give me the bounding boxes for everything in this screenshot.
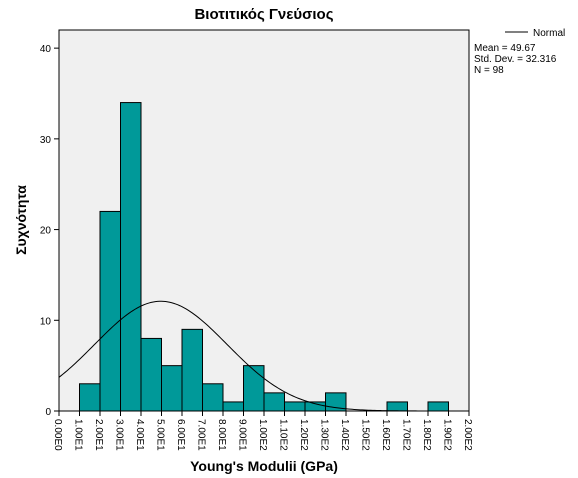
y-tick-label: 20 bbox=[40, 226, 52, 237]
legend-label: Normal bbox=[533, 28, 565, 39]
bars-group bbox=[79, 102, 449, 412]
x-tick-label: 1.50E2 bbox=[360, 419, 371, 451]
histogram-bar bbox=[120, 102, 142, 412]
x-axis-title: Young's Modulii (GPa) bbox=[190, 458, 338, 474]
stat-std-dev: Std. Dev. = 32.316 bbox=[474, 54, 557, 65]
y-tick-label: 40 bbox=[40, 44, 52, 55]
y-tick-label: 30 bbox=[40, 135, 52, 146]
x-axis: 0.00E0 1.00E1 2.00E1 3.00E1 4.00E1 5.00E1 6.00… bbox=[52, 411, 473, 451]
x-tick-label: 1.00E2 bbox=[257, 419, 268, 451]
x-tick-label: 1.90E2 bbox=[442, 419, 453, 451]
chart-title: Βιοτιτικός Γνεύσιος bbox=[194, 6, 333, 23]
x-tick-label: 9.00E1 bbox=[237, 419, 248, 451]
x-tick-label: 3.00E1 bbox=[114, 419, 125, 451]
histogram-bar bbox=[243, 365, 265, 412]
histogram-bar bbox=[140, 337, 162, 412]
histogram-bar bbox=[263, 392, 285, 412]
x-tick-label: 1.60E2 bbox=[380, 419, 391, 451]
histogram-bar bbox=[79, 383, 101, 412]
x-tick-label: 5.00E1 bbox=[155, 419, 166, 451]
x-tick-label: 1.40E2 bbox=[339, 419, 350, 451]
x-tick-label: 0.00E0 bbox=[52, 419, 63, 451]
x-tick-label: 1.30E2 bbox=[319, 419, 330, 451]
histogram-bar bbox=[181, 328, 203, 412]
stat-mean: Mean = 49.67 bbox=[474, 43, 536, 54]
histogram-bar bbox=[202, 383, 224, 412]
histogram-bar bbox=[386, 401, 408, 412]
histogram-bar bbox=[161, 365, 183, 412]
y-tick-label: 10 bbox=[40, 316, 52, 327]
histogram-bar bbox=[284, 401, 306, 412]
x-tick-label: 8.00E1 bbox=[216, 419, 227, 451]
x-tick-label: 1.80E2 bbox=[421, 419, 432, 451]
histogram-bar bbox=[99, 210, 121, 412]
histogram-bar bbox=[427, 401, 449, 412]
x-tick-label: 4.00E1 bbox=[134, 419, 145, 451]
x-tick-label: 2.00E2 bbox=[462, 419, 473, 451]
x-tick-label: 1.20E2 bbox=[298, 419, 309, 451]
x-tick-label: 6.00E1 bbox=[175, 419, 186, 451]
y-axis-title: Συχνότητα bbox=[13, 185, 29, 255]
histogram-bar bbox=[222, 401, 244, 412]
x-tick-label: 2.00E1 bbox=[93, 419, 104, 451]
x-tick-label: 1.00E1 bbox=[73, 419, 84, 451]
x-tick-label: 7.00E1 bbox=[196, 419, 207, 451]
normal-curve bbox=[58, 300, 469, 412]
x-tick-label: 1.70E2 bbox=[401, 419, 412, 451]
x-tick-label: 1.10E2 bbox=[278, 419, 289, 451]
stat-n: N = 98 bbox=[474, 65, 504, 76]
y-tick-label: 0 bbox=[45, 407, 51, 418]
y-axis: 0 10 20 30 40 bbox=[40, 44, 59, 418]
